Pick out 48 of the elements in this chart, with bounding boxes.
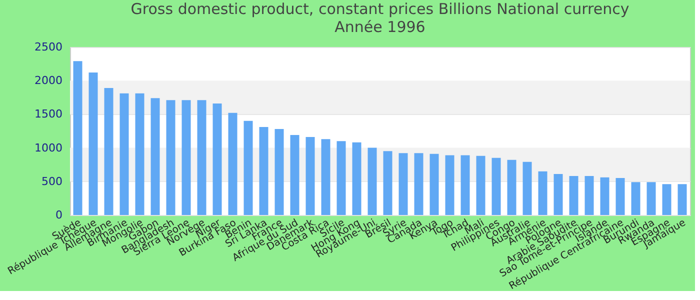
bar (522, 162, 532, 215)
bar (336, 141, 346, 215)
chart-subtitle: Année 1996 (334, 18, 426, 36)
bar (538, 171, 548, 215)
bar (352, 142, 362, 215)
bar (120, 93, 129, 215)
bar (88, 72, 98, 215)
bar (212, 103, 222, 215)
bar (600, 177, 610, 215)
bar (368, 148, 377, 215)
bar (646, 182, 656, 215)
bar (259, 126, 268, 215)
bar (244, 120, 253, 215)
bar (445, 155, 454, 215)
bar (398, 153, 408, 215)
bar (430, 154, 439, 215)
y-tick-label: 2500 (34, 40, 62, 54)
bar (631, 182, 640, 215)
bar (290, 135, 300, 215)
bar (584, 176, 594, 215)
bar (678, 184, 687, 215)
y-tick-label: 2000 (34, 74, 62, 88)
chart-title: Gross domestic product, constant prices Billions National currency (130, 0, 630, 18)
bar (569, 176, 578, 215)
bar (662, 184, 672, 215)
y-tick-label: 0 (56, 208, 62, 222)
bar (73, 61, 82, 215)
bar (182, 100, 191, 215)
y-tick-label: 1000 (34, 141, 62, 154)
bar (507, 160, 516, 215)
y-tick-label: 500 (42, 174, 62, 188)
bar (383, 151, 392, 215)
bar (492, 158, 501, 215)
y-tick-label: 1500 (34, 108, 62, 121)
bar (166, 100, 176, 215)
bar (197, 100, 206, 215)
bar (306, 137, 315, 215)
bar (150, 98, 160, 215)
bar (274, 128, 284, 215)
bar (228, 112, 238, 215)
bar (414, 153, 424, 215)
bar (135, 93, 144, 215)
bar (476, 156, 486, 215)
bar (554, 174, 563, 215)
bar (104, 88, 114, 215)
bar (460, 155, 470, 215)
bar (616, 178, 625, 215)
bar (321, 139, 330, 215)
